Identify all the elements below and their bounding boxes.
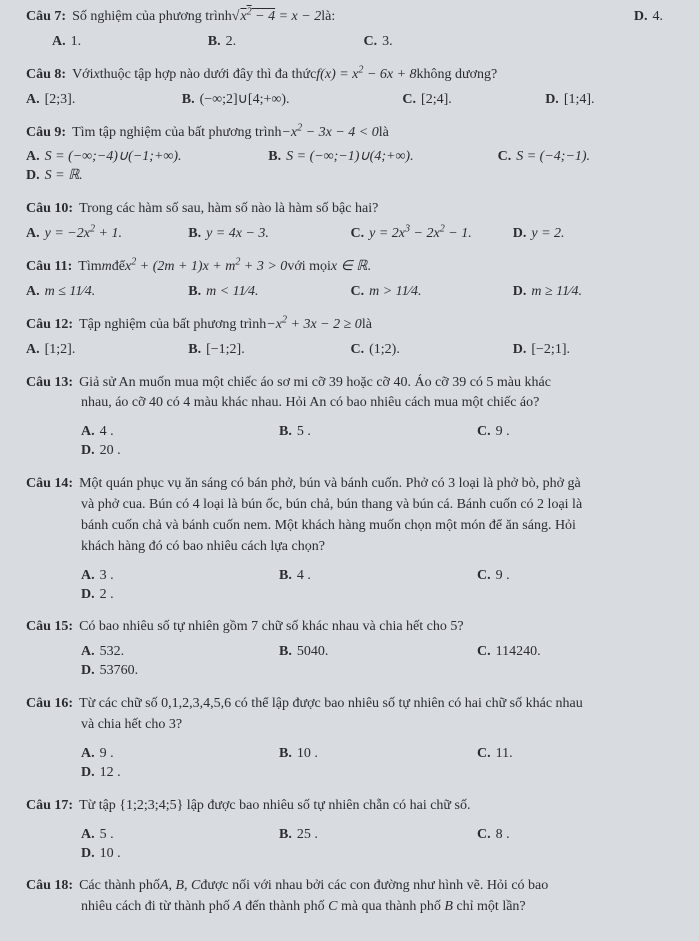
question-12: Câu 12: Tập nghiệm của bất phương trình … bbox=[26, 316, 675, 360]
question-7-label: Câu 7: bbox=[26, 8, 66, 27]
option-8-b: B.(−∞;2]∪[4;+∞). bbox=[182, 91, 391, 110]
question-9-expr: −x2 − 3x − 4 < 0 bbox=[281, 124, 378, 143]
option-12-d: D.[−2;1]. bbox=[513, 341, 663, 360]
question-11-label: Câu 11: bbox=[26, 258, 72, 277]
question-14: Câu 14: Một quán phục vụ ăn sáng có bán … bbox=[26, 475, 675, 604]
option-17-b: B.25 . bbox=[279, 826, 465, 845]
question-14-label: Câu 14: bbox=[26, 475, 73, 494]
question-15-label: Câu 15: bbox=[26, 618, 73, 637]
question-12-label: Câu 12: bbox=[26, 316, 73, 335]
option-7-a: A.1. bbox=[52, 33, 196, 52]
question-17-label: Câu 17: bbox=[26, 797, 73, 816]
option-11-a: A.m ≤ 11⁄4. bbox=[26, 283, 176, 302]
option-13-a: A.4 . bbox=[81, 423, 267, 442]
option-8-c: C.[2;4]. bbox=[402, 91, 533, 110]
option-17-a: A.5 . bbox=[81, 826, 267, 845]
option-9-b: B.S = (−∞;−1)∪(4;+∞). bbox=[268, 148, 485, 167]
option-7-b: B.2. bbox=[208, 33, 352, 52]
option-9-d: D.S = ℝ. bbox=[26, 167, 663, 186]
option-16-a: A.9 . bbox=[81, 745, 267, 764]
question-7-stem-b: là: bbox=[321, 8, 335, 27]
option-12-c: C.(1;2). bbox=[351, 341, 501, 360]
question-7: Câu 7: Số nghiệm của phương trình √x2 − … bbox=[26, 8, 675, 52]
question-10-label: Câu 10: bbox=[26, 200, 73, 219]
option-9-a: A.S = (−∞;−4)∪(−1;+∞). bbox=[26, 148, 256, 167]
option-10-d: D.y = 2. bbox=[513, 225, 663, 244]
question-7-expr: √x2 − 4 = x − 2 bbox=[232, 8, 322, 27]
option-15-a: A.532. bbox=[81, 643, 267, 662]
option-11-c: C.m > 11⁄4. bbox=[351, 283, 501, 302]
question-16-label: Câu 16: bbox=[26, 695, 73, 714]
question-11: Câu 11: Tìm m để x2 + (2m + 1)x + m2 + 3… bbox=[26, 258, 675, 302]
question-18: Câu 18: Các thành phố A, B, C được nối v… bbox=[26, 877, 675, 917]
question-13-label: Câu 13: bbox=[26, 374, 73, 393]
option-17-c: C.8 . bbox=[477, 826, 663, 845]
option-16-b: B.10 . bbox=[279, 745, 465, 764]
option-10-b: B.y = 4x − 3. bbox=[188, 225, 338, 244]
question-7-stem-a: Số nghiệm của phương trình bbox=[72, 8, 232, 27]
option-15-b: B.5040. bbox=[279, 643, 465, 662]
option-13-d: D.20 . bbox=[81, 442, 663, 461]
question-10: Câu 10: Trong các hàm số sau, hàm số nào… bbox=[26, 200, 675, 244]
question-18-label: Câu 18: bbox=[26, 877, 73, 896]
option-10-c: C.y = 2x3 − 2x2 − 1. bbox=[351, 225, 501, 244]
option-12-a: A.[1;2]. bbox=[26, 341, 176, 360]
option-11-d: D.m ≥ 11⁄4. bbox=[513, 283, 663, 302]
option-11-b: B.m < 11⁄4. bbox=[188, 283, 338, 302]
option-9-c: C.S = (−4;−1). bbox=[498, 148, 663, 167]
question-8-expr: f(x) = x2 − 6x + 8 bbox=[316, 66, 416, 85]
option-17-d: D.10 . bbox=[81, 845, 663, 864]
question-16: Câu 16: Từ các chữ số 0,1,2,3,4,5,6 có t… bbox=[26, 695, 675, 783]
option-8-d: D.[1;4]. bbox=[545, 91, 663, 110]
option-12-b: B.[−1;2]. bbox=[188, 341, 338, 360]
question-11-expr: x2 + (2m + 1)x + m2 + 3 > 0 bbox=[125, 258, 287, 277]
option-15-c: C.114240. bbox=[477, 643, 663, 662]
question-13: Câu 13: Giả sử An muốn mua một chiếc áo … bbox=[26, 374, 675, 462]
option-16-c: C.11. bbox=[477, 745, 663, 764]
option-7-c: C.3. bbox=[364, 33, 508, 52]
option-14-a: A.3 . bbox=[81, 567, 267, 586]
option-14-b: B.4 . bbox=[279, 567, 465, 586]
option-7-d: D.4. bbox=[634, 8, 663, 27]
option-14-c: C.9 . bbox=[477, 567, 663, 586]
question-17: Câu 17: Từ tập {1;2;3;4;5} lập được bao … bbox=[26, 797, 675, 864]
question-9-label: Câu 9: bbox=[26, 124, 66, 143]
question-8: Câu 8: Với x thuộc tập hợp nào dưới đây … bbox=[26, 66, 675, 110]
option-16-d: D.12 . bbox=[81, 764, 663, 783]
option-15-d: D.53760. bbox=[81, 662, 663, 681]
question-12-expr: −x2 + 3x − 2 ≥ 0 bbox=[266, 316, 362, 335]
question-8-label: Câu 8: bbox=[26, 66, 66, 85]
question-9: Câu 9: Tìm tập nghiệm của bất phương trì… bbox=[26, 124, 675, 187]
option-10-a: A.y = −2x2 + 1. bbox=[26, 225, 176, 244]
option-8-a: A.[2;3]. bbox=[26, 91, 170, 110]
option-13-b: B.5 . bbox=[279, 423, 465, 442]
question-15: Câu 15: Có bao nhiêu số tự nhiên gồm 7 c… bbox=[26, 618, 675, 681]
option-13-c: C.9 . bbox=[477, 423, 663, 442]
option-14-d: D.2 . bbox=[81, 586, 663, 605]
